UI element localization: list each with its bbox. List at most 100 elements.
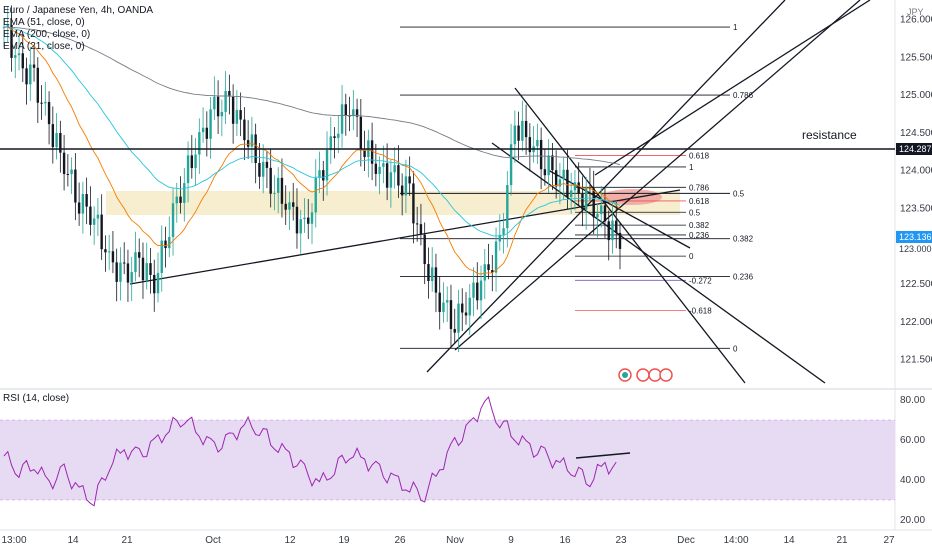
fib2-level-label: -0.272 [689, 276, 712, 285]
candle-body [554, 170, 558, 187]
candle-body [318, 170, 321, 178]
candle-body [2, 27, 6, 29]
candle-body [569, 190, 573, 198]
candle-body [547, 155, 550, 176]
support-zone [106, 191, 680, 215]
candle-body [216, 96, 220, 117]
candle-body [107, 251, 111, 253]
candle-body [592, 188, 595, 218]
ema51-line [3, 26, 621, 237]
candle-body [374, 163, 378, 174]
price-tick-label: 123.500 [900, 203, 932, 214]
candle-body [461, 303, 464, 313]
rsi-trendline[interactable] [575, 452, 631, 459]
candle-body [40, 102, 43, 104]
candle-body [224, 91, 227, 112]
event-icons[interactable] [618, 368, 673, 382]
rsi-band [0, 420, 895, 500]
candle-body [265, 161, 269, 168]
fib-level-label: 1 [733, 23, 738, 32]
candle-body [156, 272, 160, 294]
candle-body [558, 179, 562, 187]
rsi-tick-label: 60.00 [900, 435, 925, 446]
fib2-level-label: 0.236 [689, 231, 710, 240]
candle-body [430, 267, 434, 282]
current-price-tag: 123.136 [896, 231, 932, 243]
candle-body [51, 124, 55, 148]
candle-body [220, 111, 224, 117]
trend-line[interactable] [594, 0, 871, 176]
candle-body [359, 116, 363, 151]
candle-body [551, 155, 554, 171]
candle-body [453, 329, 456, 333]
candle-body [618, 232, 622, 249]
ema21-line [3, 26, 621, 275]
fib-level-label: 0.5 [733, 189, 745, 198]
event-icon-3[interactable] [659, 368, 673, 382]
indicator-ema51[interactable]: EMA (51, close, 0) [3, 17, 85, 28]
candle-body [85, 194, 88, 207]
candle-body [149, 263, 152, 275]
candle-body [397, 165, 400, 186]
candle-body [269, 167, 272, 194]
candle-body [228, 91, 231, 97]
candle-body [160, 240, 163, 273]
price-tick-label: 126.000 [900, 15, 932, 26]
candle-body [502, 228, 505, 235]
candle-body [539, 139, 543, 170]
time-tick-label: 27 [883, 535, 895, 546]
indicator-ema200[interactable]: EMA (200, close, 0) [3, 29, 91, 40]
candle-body [280, 177, 284, 204]
trend-line[interactable] [454, 0, 861, 351]
candle-body [134, 252, 137, 273]
symbol-title[interactable]: Euro / Japanese Yen, 4h, OANDA [3, 5, 154, 16]
candle-body [577, 182, 580, 194]
trend-line[interactable] [129, 189, 681, 285]
candle-body [340, 104, 344, 134]
candle-body [186, 155, 190, 184]
candle-body [370, 140, 374, 164]
candle-body [344, 104, 348, 116]
candle-body [487, 264, 490, 271]
candle-body [243, 119, 246, 141]
candle-body [235, 110, 239, 124]
time-tick-label: 14 [67, 535, 79, 546]
candle-body [17, 53, 21, 56]
fib2-level-label: 0.5 [689, 208, 701, 217]
rsi-legend[interactable]: RSI (14, close) [3, 393, 70, 404]
candle-body [355, 109, 359, 117]
candle-body [408, 176, 411, 184]
candle-body [566, 169, 569, 198]
candle-body [521, 120, 524, 141]
candle-body [74, 169, 77, 203]
trend-line[interactable] [426, 0, 786, 373]
event-icon-2[interactable] [648, 368, 662, 382]
trend-line[interactable] [491, 142, 826, 384]
candle-body [506, 185, 509, 229]
candle-body [412, 183, 415, 224]
candle-body [119, 262, 122, 282]
candle-body [179, 196, 182, 203]
indicator-ema21[interactable]: EMA (21, close, 0) [3, 41, 85, 52]
candle-body [141, 257, 145, 281]
price-tick-label: 122.000 [900, 317, 932, 328]
time-tick-label: 21 [836, 535, 848, 546]
candle-body [122, 262, 126, 264]
time-tick-label: 16 [559, 535, 571, 546]
candle-body [81, 194, 85, 214]
candle-body [205, 127, 209, 139]
candle-body [168, 236, 171, 249]
trend-line[interactable] [514, 87, 746, 384]
fib2-level-label: 0.786 [689, 183, 710, 192]
time-tick-label: 14:00 [723, 535, 748, 546]
candle-body [62, 152, 66, 175]
time-tick-label: Dec [677, 535, 695, 546]
candle-body [536, 139, 539, 147]
trend-line[interactable] [547, 169, 691, 249]
candle-body [562, 169, 565, 180]
candle-body [145, 263, 148, 281]
event-icon-1[interactable] [636, 368, 650, 382]
candle-body [25, 68, 28, 85]
candle-body [449, 300, 453, 330]
